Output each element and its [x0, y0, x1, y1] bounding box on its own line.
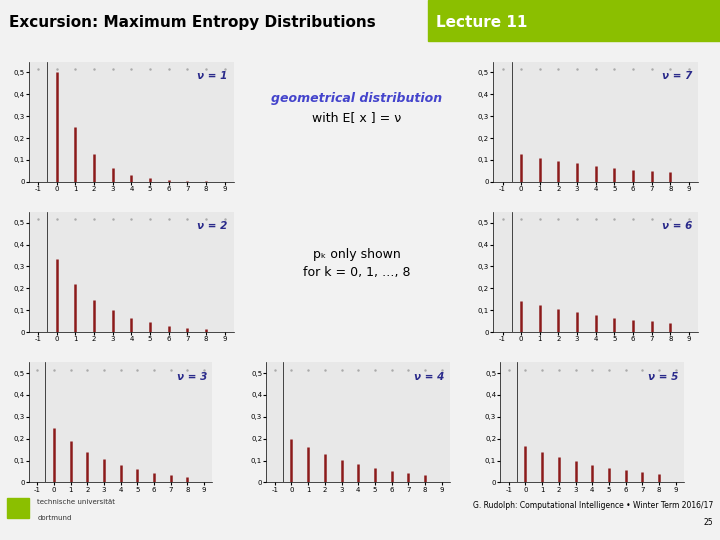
Bar — [428, 0, 720, 40]
Text: for k = 0, 1, …, 8: for k = 0, 1, …, 8 — [302, 266, 410, 279]
Text: Excursion: Maximum Entropy Distributions: Excursion: Maximum Entropy Distributions — [9, 15, 375, 30]
Text: Lecture 11: Lecture 11 — [436, 15, 527, 30]
Text: 25: 25 — [703, 518, 713, 528]
Text: ν = 7: ν = 7 — [662, 71, 692, 81]
Text: ν = 4: ν = 4 — [414, 372, 444, 382]
Text: ν = 3: ν = 3 — [176, 372, 207, 382]
Text: with E[ x ] = ν: with E[ x ] = ν — [312, 111, 401, 124]
Text: dortmund: dortmund — [37, 515, 72, 521]
Text: ν = 5: ν = 5 — [648, 372, 678, 382]
Bar — [7, 498, 29, 518]
Text: pₖ only shown: pₖ only shown — [312, 247, 400, 261]
Text: G. Rudolph: Computational Intelligence • Winter Term 2016/17: G. Rudolph: Computational Intelligence •… — [472, 501, 713, 510]
Text: ν = 1: ν = 1 — [197, 71, 228, 81]
Text: ν = 2: ν = 2 — [197, 221, 228, 232]
Text: geometrical distribution: geometrical distribution — [271, 92, 442, 105]
Text: ν = 6: ν = 6 — [662, 221, 692, 232]
Text: technische universität: technische universität — [37, 499, 115, 505]
